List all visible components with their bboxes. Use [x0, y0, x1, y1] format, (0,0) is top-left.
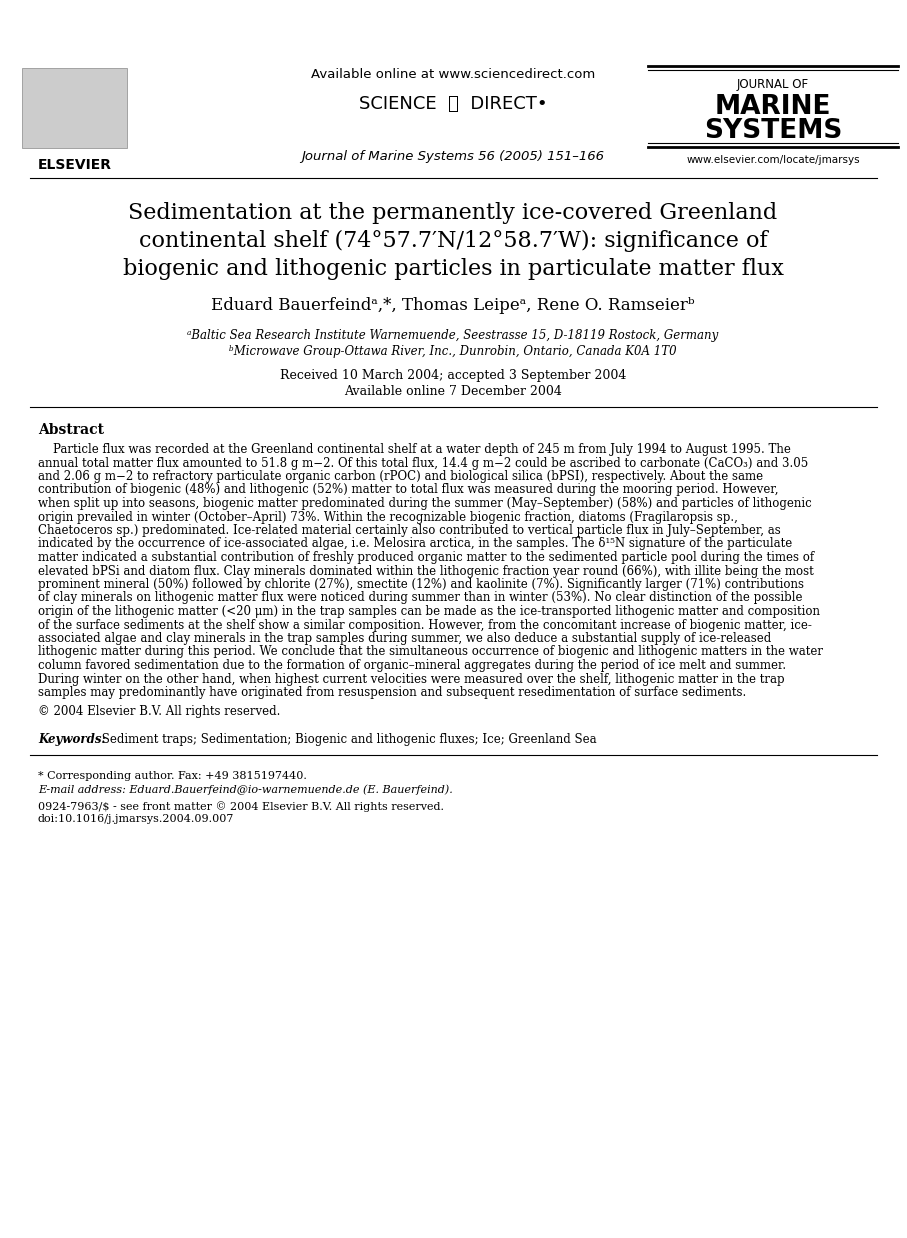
Text: Journal of Marine Systems 56 (2005) 151–166: Journal of Marine Systems 56 (2005) 151–…: [301, 150, 604, 163]
Text: doi:10.1016/j.jmarsys.2004.09.007: doi:10.1016/j.jmarsys.2004.09.007: [38, 815, 234, 825]
Text: biogenic and lithogenic particles in particulate matter flux: biogenic and lithogenic particles in par…: [122, 258, 784, 280]
Text: Particle flux was recorded at the Greenland continental shelf at a water depth o: Particle flux was recorded at the Greenl…: [38, 443, 791, 456]
Text: origin of the lithogenic matter (<20 μm) in the trap samples can be made as the : origin of the lithogenic matter (<20 μm)…: [38, 605, 820, 618]
Text: JOURNAL OF: JOURNAL OF: [736, 78, 809, 92]
Text: © 2004 Elsevier B.V. All rights reserved.: © 2004 Elsevier B.V. All rights reserved…: [38, 704, 280, 718]
Text: ᵃBaltic Sea Research Institute Warnemuende, Seestrasse 15, D-18119 Rostock, Germ: ᵃBaltic Sea Research Institute Warnemuen…: [188, 329, 718, 342]
Text: E-mail address: Eduard.Bauerfeind@io-warnemuende.de (E. Bauerfeind).: E-mail address: Eduard.Bauerfeind@io-war…: [38, 784, 453, 795]
Text: * Corresponding author. Fax: +49 3815197440.: * Corresponding author. Fax: +49 3815197…: [38, 771, 307, 781]
Text: Sedimentation at the permanently ice-covered Greenland: Sedimentation at the permanently ice-cov…: [129, 202, 777, 224]
Text: of clay minerals on lithogenic matter flux were noticed during summer than in wi: of clay minerals on lithogenic matter fl…: [38, 592, 803, 604]
Text: prominent mineral (50%) followed by chlorite (27%), smectite (12%) and kaolinite: prominent mineral (50%) followed by chlo…: [38, 578, 804, 591]
Text: and 2.06 g m−2 to refractory particulate organic carbon (rPOC) and biological si: and 2.06 g m−2 to refractory particulate…: [38, 470, 763, 483]
Text: www.elsevier.com/locate/jmarsys: www.elsevier.com/locate/jmarsys: [687, 155, 860, 165]
Text: SCIENCE  ⓐ  DIRECT•: SCIENCE ⓐ DIRECT•: [358, 95, 547, 113]
Text: SYSTEMS: SYSTEMS: [704, 118, 843, 144]
Text: Keywords:: Keywords:: [38, 733, 106, 747]
Text: continental shelf (74°57.7′N/12°58.7′W): significance of: continental shelf (74°57.7′N/12°58.7′W):…: [139, 230, 767, 253]
Text: associated algae and clay minerals in the trap samples during summer, we also de: associated algae and clay minerals in th…: [38, 633, 771, 645]
Text: column favored sedimentation due to the formation of organic–mineral aggregates : column favored sedimentation due to the …: [38, 659, 786, 672]
Bar: [22, 68, 127, 149]
Text: elevated bPSi and diatom flux. Clay minerals dominated within the lithogenic fra: elevated bPSi and diatom flux. Clay mine…: [38, 565, 814, 577]
Text: when split up into seasons, biogenic matter predominated during the summer (May–: when split up into seasons, biogenic mat…: [38, 496, 812, 510]
Text: Abstract: Abstract: [38, 423, 104, 437]
Text: ᵇMicrowave Group-Ottawa River, Inc., Dunrobin, Ontario, Canada K0A 1T0: ᵇMicrowave Group-Ottawa River, Inc., Dun…: [229, 345, 677, 358]
Text: ELSEVIER: ELSEVIER: [38, 158, 112, 172]
Text: Available online 7 December 2004: Available online 7 December 2004: [344, 385, 562, 397]
Text: During winter on the other hand, when highest current velocities were measured o: During winter on the other hand, when hi…: [38, 672, 785, 686]
Text: lithogenic matter during this period. We conclude that the simultaneous occurren: lithogenic matter during this period. We…: [38, 645, 823, 659]
Text: annual total matter flux amounted to 51.8 g m−2. Of this total flux, 14.4 g m−2 : annual total matter flux amounted to 51.…: [38, 457, 808, 469]
Text: 0924-7963/$ - see front matter © 2004 Elsevier B.V. All rights reserved.: 0924-7963/$ - see front matter © 2004 El…: [38, 801, 444, 812]
Text: Available online at www.sciencedirect.com: Available online at www.sciencedirect.co…: [311, 68, 595, 80]
Text: indicated by the occurrence of ice-associated algae, i.e. Melosira arctica, in t: indicated by the occurrence of ice-assoc…: [38, 537, 792, 551]
Text: contribution of biogenic (48%) and lithogenic (52%) matter to total flux was mea: contribution of biogenic (48%) and litho…: [38, 484, 778, 496]
Text: MARINE: MARINE: [715, 94, 831, 120]
Text: origin prevailed in winter (October–April) 73%. Within the recognizable biogenic: origin prevailed in winter (October–Apri…: [38, 510, 738, 524]
Text: Sediment traps; Sedimentation; Biogenic and lithogenic fluxes; Ice; Greenland Se: Sediment traps; Sedimentation; Biogenic …: [98, 733, 597, 747]
Text: of the surface sediments at the shelf show a similar composition. However, from : of the surface sediments at the shelf sh…: [38, 619, 812, 631]
Text: samples may predominantly have originated from resuspension and subsequent resed: samples may predominantly have originate…: [38, 686, 746, 699]
Text: matter indicated a substantial contribution of freshly produced organic matter t: matter indicated a substantial contribut…: [38, 551, 814, 565]
Text: Chaetoceros sp.) predominated. Ice-related material certainly also contributed t: Chaetoceros sp.) predominated. Ice-relat…: [38, 524, 781, 537]
Text: Eduard Bauerfeindᵃ,*, Thomas Leipeᵃ, Rene O. Ramseierᵇ: Eduard Bauerfeindᵃ,*, Thomas Leipeᵃ, Ren…: [211, 297, 695, 314]
Text: Received 10 March 2004; accepted 3 September 2004: Received 10 March 2004; accepted 3 Septe…: [280, 369, 626, 383]
